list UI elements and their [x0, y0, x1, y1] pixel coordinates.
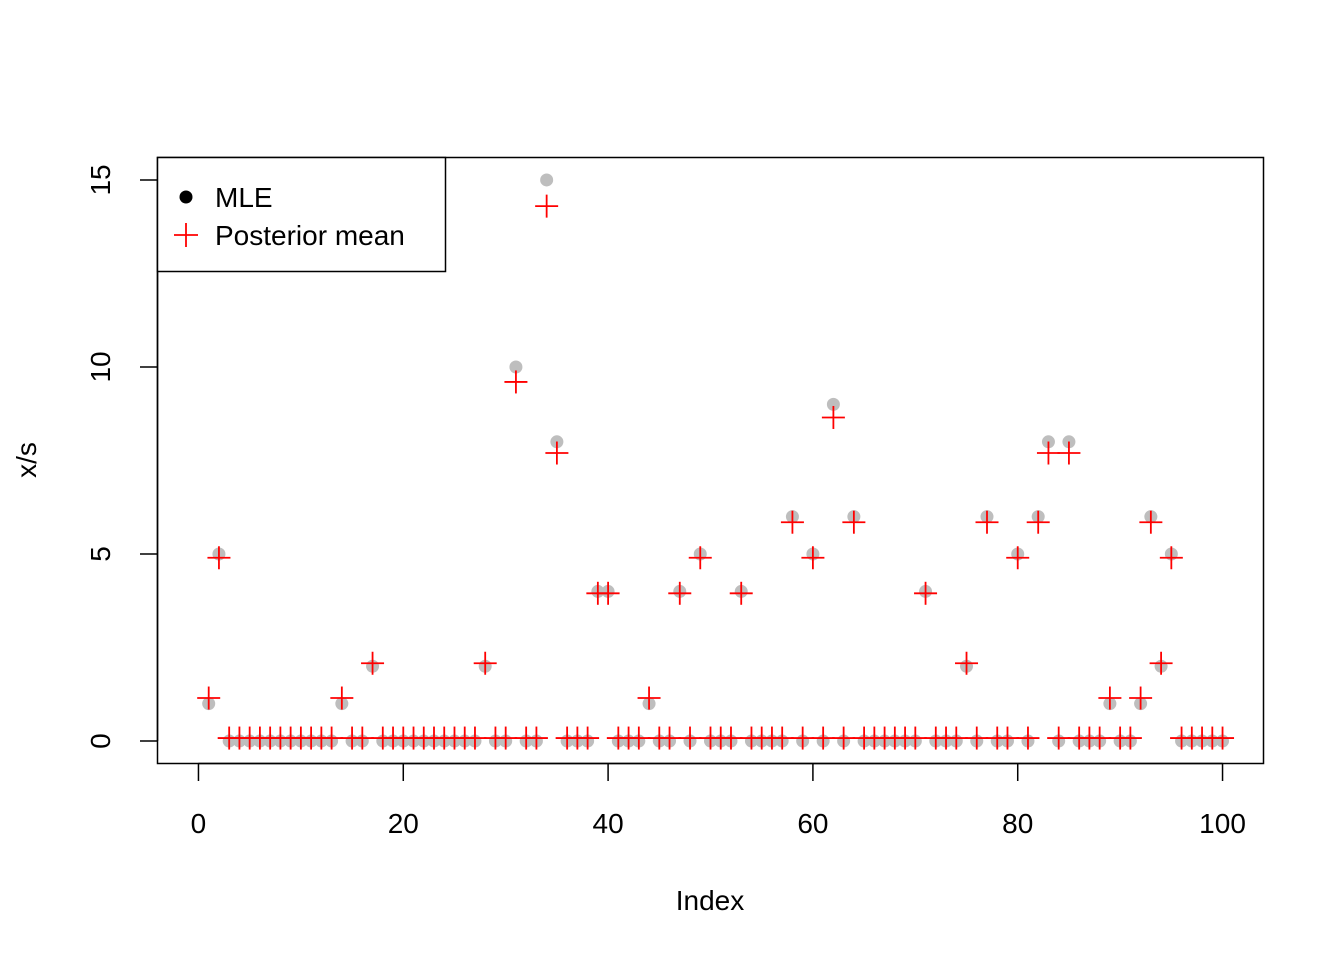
posterior-mean-point: [1016, 726, 1040, 750]
posterior-mean-point: [688, 546, 712, 570]
posterior-mean-point: [1047, 726, 1071, 750]
x-tick-label: 60: [797, 808, 828, 839]
posterior-mean-point: [320, 726, 344, 750]
posterior-mean-point: [658, 726, 682, 750]
posterior-mean-point: [1118, 726, 1142, 750]
posterior-mean-point: [770, 726, 794, 750]
posterior-mean-point: [1006, 546, 1030, 570]
y-tick-label: 10: [85, 351, 116, 382]
legend-mle-marker: [179, 190, 193, 204]
posterior-mean-point: [350, 726, 374, 750]
posterior-mean-point: [903, 726, 927, 750]
posterior-mean-point: [914, 581, 938, 605]
x-tick-label: 20: [388, 808, 419, 839]
posterior-mean-point: [1129, 686, 1153, 710]
x-tick-label: 40: [593, 808, 624, 839]
x-axis: 0 20 40 60 80 100: [191, 762, 1246, 839]
posterior-mean-point: [965, 726, 989, 750]
posterior-mean-point: [678, 726, 702, 750]
posterior-mean-point: [811, 726, 835, 750]
y-tick-label: 0: [85, 733, 116, 749]
posterior-mean-point: [729, 581, 753, 605]
posterior-mean-point: [842, 510, 866, 534]
mle-point: [540, 173, 554, 187]
posterior-mean-point: [719, 726, 743, 750]
posterior-mean-point: [207, 546, 231, 570]
x-tick-label: 100: [1199, 808, 1246, 839]
posterior-mean-point: [473, 651, 497, 675]
posterior-mean-point: [791, 726, 815, 750]
posterior-mean-point: [832, 726, 856, 750]
posterior-mean-points: [197, 194, 1235, 750]
x-axis-title: Index: [676, 885, 745, 916]
legend-posterior-marker: [174, 223, 198, 247]
posterior-mean-point: [975, 510, 999, 534]
posterior-mean-point: [1036, 441, 1060, 465]
posterior-mean-point: [494, 726, 518, 750]
mle-point: [826, 397, 840, 411]
mle-point: [509, 360, 523, 374]
posterior-mean-point: [668, 581, 692, 605]
posterior-mean-point: [504, 370, 528, 394]
y-tick-label: 5: [85, 546, 116, 562]
posterior-mean-point: [944, 726, 968, 750]
posterior-mean-point: [463, 726, 487, 750]
x-tick-label: 0: [191, 808, 207, 839]
posterior-mean-point: [1098, 686, 1122, 710]
posterior-mean-point: [1211, 726, 1235, 750]
y-tick-label: 15: [85, 164, 116, 195]
posterior-mean-point: [995, 726, 1019, 750]
posterior-mean-point: [535, 194, 559, 218]
posterior-mean-point: [197, 686, 221, 710]
posterior-mean-point: [545, 441, 569, 465]
posterior-mean-point: [1026, 510, 1050, 534]
posterior-mean-point: [1057, 441, 1081, 465]
posterior-mean-point: [780, 510, 804, 534]
posterior-mean-point: [637, 686, 661, 710]
legend-box: [156, 156, 447, 273]
posterior-mean-point: [524, 726, 548, 750]
posterior-mean-point: [361, 651, 385, 675]
posterior-mean-point: [955, 651, 979, 675]
legend-mle-label: MLE: [215, 182, 273, 213]
posterior-mean-point: [627, 726, 651, 750]
posterior-mean-point: [576, 726, 600, 750]
y-axis-title: x/s: [11, 442, 42, 478]
posterior-mean-point: [821, 405, 845, 429]
posterior-mean-point: [1139, 510, 1163, 534]
x-tick-label: 80: [1002, 808, 1033, 839]
posterior-mean-point: [801, 546, 825, 570]
posterior-mean-point: [330, 686, 354, 710]
posterior-mean-point: [596, 581, 620, 605]
legend: MLE Posterior mean: [156, 156, 447, 273]
posterior-mean-point: [1088, 726, 1112, 750]
legend-posterior-label: Posterior mean: [215, 220, 405, 251]
posterior-mean-point: [1149, 651, 1173, 675]
y-axis: 0 5 10 15: [85, 164, 159, 749]
posterior-mean-point: [1159, 546, 1183, 570]
